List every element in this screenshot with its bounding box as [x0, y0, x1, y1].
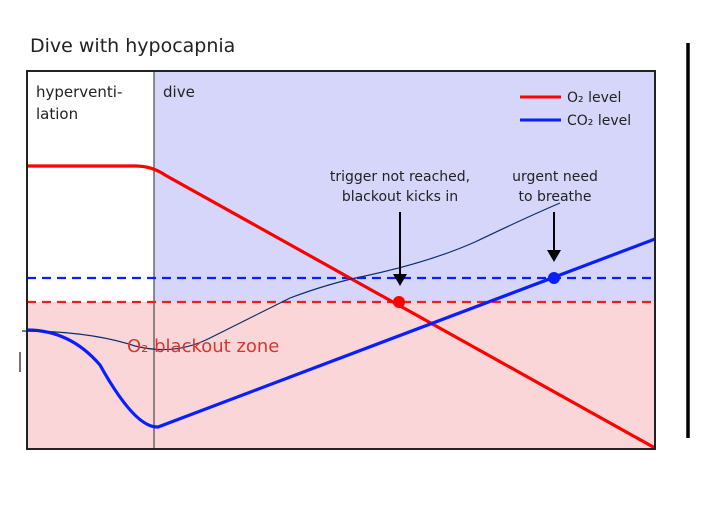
urgent-annotation-line2: to breathe [518, 189, 591, 205]
dive-label: dive [163, 83, 195, 101]
urgent-arrowhead [547, 250, 561, 262]
chart-frame [26, 70, 656, 450]
legend-o2-label: O₂ level [567, 90, 621, 106]
handdrawn-curve [21, 202, 561, 351]
diagram-title: Dive with hypocapnia [30, 35, 235, 57]
trigger-annotation-line2: blackout kicks in [342, 189, 458, 205]
hyperventilation-label-line2: lation [36, 105, 78, 123]
blackout-zone-label: O₂ blackout zone [127, 336, 279, 357]
hyperventilation-label-line1: hyperventi- [36, 83, 122, 101]
o2-level-curve [27, 164, 656, 450]
urgent-breathe-point [548, 272, 560, 284]
trigger-annotation-line1: trigger not reached, [330, 169, 470, 185]
blackout-zone [27, 302, 655, 449]
legend-co2-label: CO₂ level [567, 113, 631, 129]
co2-level-curve [26, 237, 656, 429]
urgent-annotation-line1: urgent need [512, 169, 598, 185]
blackout-point [393, 296, 405, 308]
trigger-arrowhead [393, 274, 407, 286]
legend: O₂ level CO₂ level [520, 90, 631, 129]
